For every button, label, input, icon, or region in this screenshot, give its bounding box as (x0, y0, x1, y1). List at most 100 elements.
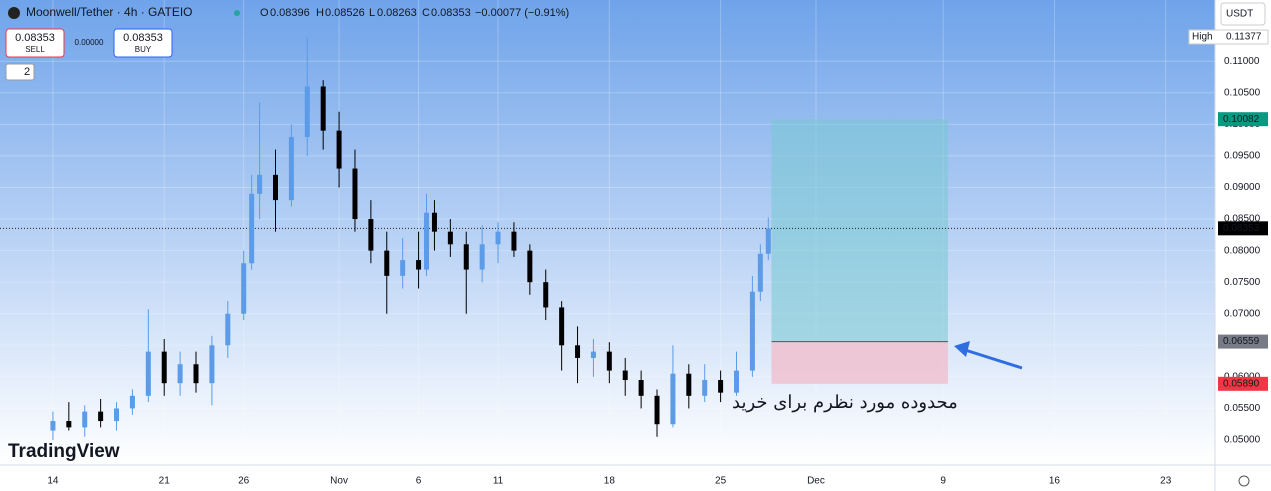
x-tick-label: 23 (1160, 476, 1172, 487)
x-tick-label: Dec (807, 476, 825, 487)
candle-body (718, 380, 724, 393)
high: 0.08526 (325, 7, 365, 19)
sell-price: 0.08353 (15, 32, 55, 44)
candle-body (734, 370, 740, 393)
buy-button[interactable] (113, 28, 173, 58)
candle-body (447, 231, 453, 245)
x-tick-label: 6 (416, 476, 422, 487)
candle-body (336, 130, 342, 169)
candle-body (765, 228, 771, 254)
candle-body (193, 364, 199, 384)
sell-label: SELL (25, 45, 45, 54)
candle-body (749, 291, 755, 371)
x-tick-label: 26 (238, 476, 250, 487)
candle-body (416, 260, 422, 270)
y-tick-label: 0.05000 (1224, 435, 1261, 446)
logo: TradingView (8, 441, 120, 462)
high-title: High (1192, 32, 1213, 43)
symbol-icon (8, 7, 20, 19)
candle-body (686, 373, 692, 396)
y-tick-label: 0.11000 (1224, 56, 1260, 67)
currency-select[interactable] (1220, 2, 1266, 26)
y-tick-label: 0.08000 (1224, 245, 1261, 256)
candle-body (82, 411, 88, 428)
candle-body (400, 260, 406, 276)
x-tick-label: 11 (493, 476, 504, 487)
symbol: Moonwell/Tether · 4h · GATEIO (26, 5, 193, 19)
y-tick-label: 0.08500 (1224, 214, 1261, 225)
candle-body (757, 253, 763, 292)
y-tick-label: 0.09000 (1224, 182, 1261, 193)
x-tick-label: 18 (604, 476, 616, 487)
candle-body (670, 373, 676, 425)
candle-body (66, 421, 72, 428)
low: 0.08263 (377, 7, 417, 19)
candle-body (590, 351, 596, 358)
candle-body (559, 307, 565, 346)
last-price-label: 0.08353 (1223, 223, 1260, 234)
candle-body (98, 411, 104, 422)
indicator-toggle[interactable] (5, 63, 35, 81)
c-label: C (422, 7, 430, 19)
candle-body (114, 408, 120, 422)
candle-body (384, 250, 390, 276)
candle-body (702, 380, 708, 396)
candle-body (424, 212, 430, 270)
candle-body (257, 174, 263, 194)
candle-body (654, 395, 660, 425)
status-dot (234, 10, 240, 16)
settings-icon[interactable] (1238, 475, 1250, 487)
last-price-badge (1218, 221, 1268, 236)
currency: USDT (1226, 9, 1253, 20)
plot-background (0, 0, 1215, 465)
candle-body (145, 351, 151, 396)
buy-price: 0.08353 (123, 32, 163, 44)
stop-badge (1218, 376, 1268, 391)
target-badge (1218, 112, 1268, 127)
candle-body (527, 250, 533, 283)
candle-body (304, 86, 310, 137)
indicator-count: 2 (24, 66, 30, 78)
candle-body (622, 370, 628, 381)
arrow-head (954, 341, 970, 357)
candle-body (225, 313, 231, 346)
target-zone (771, 119, 948, 342)
candle-body (543, 282, 549, 308)
target-label: 0.10082 (1223, 114, 1260, 125)
candle-body (129, 395, 135, 409)
candle-body (177, 364, 183, 384)
candle-body (241, 263, 247, 314)
candle-body (272, 174, 278, 201)
candle-body (511, 231, 517, 251)
spread: 0.00000 (75, 38, 104, 47)
h-label: H (316, 7, 324, 19)
candle-body (575, 345, 581, 358)
candle-body (249, 193, 255, 264)
entry-label: 0.06559 (1223, 336, 1260, 347)
candle-body (209, 345, 215, 384)
candle-body (161, 351, 167, 384)
x-tick-label: Nov (330, 476, 348, 487)
candle-body (463, 244, 469, 270)
entry-badge (1218, 334, 1268, 349)
sell-button[interactable] (5, 28, 65, 58)
candle-body (606, 351, 612, 371)
high-price: 0.11377 (1226, 32, 1262, 43)
stop-label: 0.05890 (1223, 378, 1260, 389)
candle-body (479, 244, 485, 270)
candle-body (50, 421, 56, 431)
high-badge (1188, 29, 1269, 45)
x-tick-label: 25 (715, 476, 727, 487)
y-tick-label: 0.07000 (1224, 308, 1261, 319)
candle-body (368, 219, 374, 251)
x-tick-label: 21 (159, 476, 171, 487)
open: 0.08396 (270, 7, 310, 19)
candle-body (320, 86, 326, 131)
y-tick-label: 0.05500 (1224, 403, 1261, 414)
l-label: L (369, 7, 375, 19)
x-tick-label: 16 (1049, 476, 1061, 487)
candle-body (638, 380, 644, 396)
x-tick-label: 9 (940, 476, 946, 487)
